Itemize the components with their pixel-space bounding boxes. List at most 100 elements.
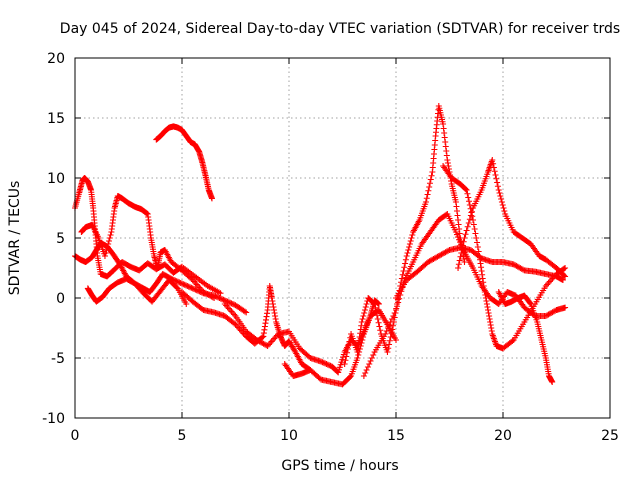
data-point bbox=[423, 195, 430, 202]
data-point bbox=[189, 285, 196, 292]
data-point bbox=[385, 345, 392, 352]
data-point bbox=[373, 308, 380, 315]
data-point bbox=[384, 325, 391, 331]
data-point bbox=[402, 260, 409, 267]
data-point bbox=[225, 299, 232, 306]
data-point bbox=[346, 338, 353, 345]
data-point bbox=[393, 337, 399, 343]
data-point bbox=[496, 190, 503, 196]
data-point bbox=[383, 328, 390, 334]
data-point bbox=[470, 217, 477, 223]
y-axis-title: SDTVAR / TECUs bbox=[7, 181, 23, 296]
data-point bbox=[489, 157, 496, 163]
data-point bbox=[545, 280, 552, 286]
data-point bbox=[228, 300, 235, 307]
data-point bbox=[192, 280, 199, 286]
data-point bbox=[362, 370, 369, 376]
data-point bbox=[426, 180, 433, 187]
data-point bbox=[376, 323, 383, 330]
data-point bbox=[271, 335, 278, 342]
data-point bbox=[217, 290, 224, 297]
data-point bbox=[559, 277, 566, 283]
data-point bbox=[224, 304, 231, 310]
data-point bbox=[501, 208, 508, 214]
data-point bbox=[105, 241, 112, 247]
data-point bbox=[225, 305, 232, 312]
y-tick-label: -10 bbox=[42, 411, 65, 427]
data-point bbox=[173, 278, 180, 285]
data-point bbox=[404, 250, 411, 256]
data-point bbox=[391, 310, 398, 316]
data-point bbox=[458, 250, 465, 256]
data-point bbox=[461, 235, 468, 241]
data-point bbox=[456, 257, 463, 264]
data-point bbox=[176, 279, 183, 286]
data-point bbox=[455, 261, 462, 268]
data-point bbox=[386, 341, 393, 348]
data-point bbox=[562, 265, 569, 271]
data-point bbox=[461, 259, 468, 265]
data-point bbox=[390, 313, 397, 319]
data-point bbox=[493, 175, 500, 182]
data-point bbox=[341, 361, 348, 367]
data-point bbox=[388, 330, 395, 337]
data-point bbox=[199, 305, 206, 312]
data-point bbox=[363, 367, 370, 373]
data-point bbox=[323, 361, 330, 367]
data-point bbox=[562, 273, 569, 280]
data-point bbox=[229, 301, 236, 307]
data-point bbox=[500, 205, 507, 211]
data-point bbox=[106, 235, 113, 241]
data-point bbox=[377, 327, 384, 334]
data-point bbox=[360, 373, 367, 379]
data-point bbox=[490, 164, 497, 171]
axis-ticks: 0 5 10 15 20 25 -10 -5 0 5 10 15 20 bbox=[42, 51, 619, 444]
data-point bbox=[104, 244, 111, 250]
data-point bbox=[382, 331, 389, 337]
data-point bbox=[527, 299, 534, 306]
data-point bbox=[499, 202, 506, 208]
data-point bbox=[343, 353, 350, 360]
data-point bbox=[470, 221, 477, 228]
data-point bbox=[474, 239, 481, 246]
series-track-e bbox=[153, 123, 215, 202]
data-point bbox=[259, 334, 266, 341]
data-point bbox=[386, 337, 393, 344]
series-track-k bbox=[393, 244, 566, 301]
data-point bbox=[366, 361, 373, 367]
data-point bbox=[462, 231, 469, 238]
data-point bbox=[386, 322, 393, 328]
data-point bbox=[387, 334, 394, 340]
data-point bbox=[216, 295, 223, 301]
x-axis-title: GPS time / hours bbox=[281, 458, 398, 474]
data-point bbox=[220, 296, 227, 303]
data-point bbox=[231, 311, 238, 318]
chart-title: Day 045 of 2024, Sidereal Day-to-day VTE… bbox=[60, 21, 620, 37]
series-track-m bbox=[455, 157, 569, 280]
x-tick-label: 25 bbox=[601, 428, 619, 444]
data-point bbox=[228, 308, 235, 315]
data-point bbox=[265, 341, 272, 348]
data-point bbox=[375, 319, 382, 326]
data-point bbox=[184, 283, 191, 289]
data-point bbox=[548, 277, 555, 283]
data-point bbox=[358, 319, 365, 325]
data-point bbox=[560, 265, 567, 272]
data-point bbox=[408, 235, 415, 241]
data-point bbox=[192, 286, 199, 293]
data-point bbox=[407, 238, 414, 244]
y-tick-label: 10 bbox=[47, 171, 65, 187]
data-point bbox=[425, 187, 432, 194]
data-point bbox=[363, 301, 370, 307]
data-point bbox=[393, 307, 399, 313]
data-point bbox=[318, 358, 325, 365]
data-point bbox=[384, 349, 391, 355]
data-point bbox=[472, 230, 479, 237]
data-point bbox=[445, 247, 452, 254]
data-point bbox=[403, 253, 410, 259]
data-point bbox=[466, 216, 473, 223]
data-point bbox=[492, 172, 499, 178]
data-point bbox=[236, 325, 243, 332]
data-point bbox=[103, 247, 110, 253]
